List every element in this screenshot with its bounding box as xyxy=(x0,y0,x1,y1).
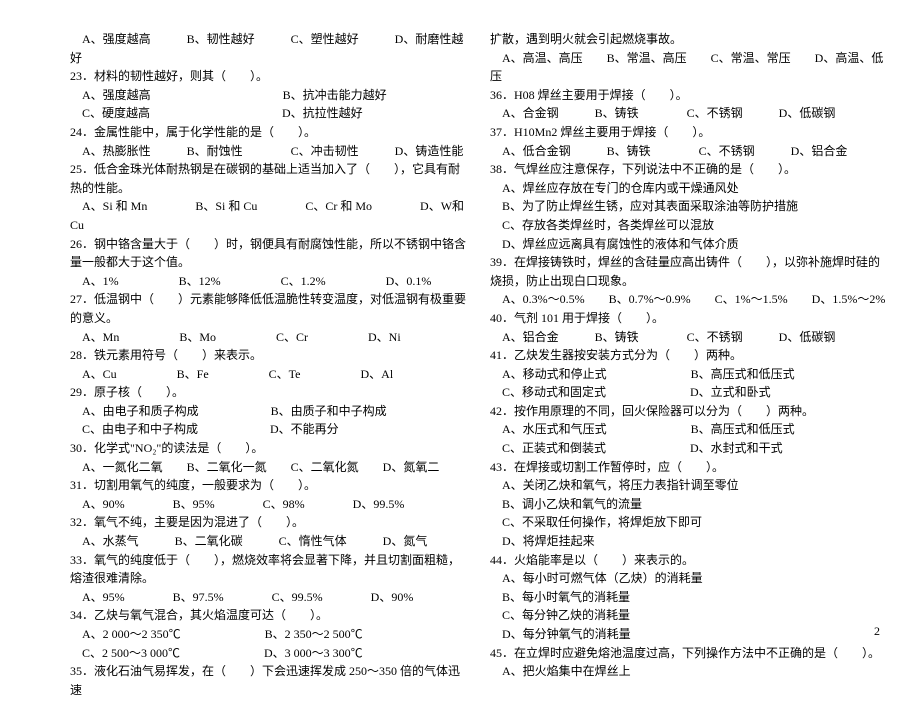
q44: 44．火焰能率是以（ ）来表示的。 xyxy=(490,551,890,570)
q31: 31．切割用氧气的纯度，一般要求为（ ）。 xyxy=(70,476,470,495)
q25-opts: A、Si 和 Mn B、Si 和 Cu C、Cr 和 Mo D、W和 Cu xyxy=(70,197,470,234)
q35-cont: 扩散，遇到明火就会引起燃烧事故。 xyxy=(490,30,890,49)
q41-opts-a: A、移动式和停止式 B、高压式和低压式 xyxy=(490,365,890,384)
q32-opts: A、水蒸气 B、二氧化碳 C、惰性气体 D、氮气 xyxy=(70,532,470,551)
page-number: 2 xyxy=(874,624,880,639)
q38-b: B、为了防止焊丝生锈，应对其表面采取涂油等防护措施 xyxy=(490,197,890,216)
q37-opts: A、低合金钢 B、铸铁 C、不锈钢 D、铝合金 xyxy=(490,142,890,161)
q31-opts: A、90% B、95% C、98% D、99.5% xyxy=(70,495,470,514)
q43-a: A、关闭乙炔和氧气，将压力表指针调至零位 xyxy=(490,476,890,495)
q41: 41．乙炔发生器按安装方式分为（ ）两种。 xyxy=(490,346,890,365)
q38-a: A、焊丝应存放在专门的仓库内或干燥通风处 xyxy=(490,179,890,198)
q37: 37．H10Mn2 焊丝主要用于焊接（ ）。 xyxy=(490,123,890,142)
q42-opts-a: A、水压式和气压式 B、高压式和低压式 xyxy=(490,420,890,439)
q44-d: D、每分钟氧气的消耗量 xyxy=(490,625,890,644)
q35: 35．液化石油气易挥发，在（ ）下会迅速挥发成 250～350 倍的气体迅速 xyxy=(70,662,470,699)
q34-opts-b: C、2 500～3 000℃ D、3 000～3 300℃ xyxy=(70,644,470,663)
left-column: A、强度越高 B、韧性越好 C、塑性越好 D、耐磨性越好 23．材料的韧性越好，… xyxy=(70,30,470,699)
q23-opts-a: A、强度越高 B、抗冲击能力越好 xyxy=(70,86,470,105)
q38-c: C、存放各类焊丝时，各类焊丝可以混放 xyxy=(490,216,890,235)
q26: 26．钢中铬含量大于（ ）时，钢便具有耐腐蚀性能，所以不锈钢中铬含量一般都大于这… xyxy=(70,235,470,272)
q27-opts: A、Mn B、Mo C、Cr D、Ni xyxy=(70,328,470,347)
q22-opts: A、强度越高 B、韧性越好 C、塑性越好 D、耐磨性越好 xyxy=(70,30,470,67)
q33: 33．氧气的纯度低于（ ），燃烧效率将会显著下降，并且切割面粗糙，熔渣很难清除。 xyxy=(70,551,470,588)
q44-c: C、每分钟乙炔的消耗量 xyxy=(490,606,890,625)
q45: 45．在立焊时应避免熔池温度过高，下列操作方法中不正确的是（ ）。 xyxy=(490,644,890,663)
q38-d: D、焊丝应远离具有腐蚀性的液体和气体介质 xyxy=(490,235,890,254)
q28-opts: A、Cu B、Fe C、Te D、Al xyxy=(70,365,470,384)
q42: 42．按作用原理的不同，回火保险器可以分为（ ）两种。 xyxy=(490,402,890,421)
q35-opts: A、高温、高压 B、常温、高压 C、常温、常压 D、高温、低压 xyxy=(490,49,890,86)
q44-b: B、每小时氧气的消耗量 xyxy=(490,588,890,607)
q39-opts: A、0.3%～0.5% B、0.7%～0.9% C、1%～1.5% D、1.5%… xyxy=(490,290,890,309)
q29-opts-a: A、由电子和质子构成 B、由质子和中子构成 xyxy=(70,402,470,421)
right-column: 扩散，遇到明火就会引起燃烧事故。 A、高温、高压 B、常温、高压 C、常温、常压… xyxy=(490,30,890,699)
q33-opts: A、95% B、97.5% C、99.5% D、90% xyxy=(70,588,470,607)
q29-opts-b: C、由电子和中子构成 D、不能再分 xyxy=(70,420,470,439)
q40-opts: A、铝合金 B、铸铁 C、不锈钢 D、低碳钢 xyxy=(490,328,890,347)
q30-opts: A、一氮化二氧 B、二氧化一氮 C、二氧化氮 D、氮氧二 xyxy=(70,458,470,477)
q25: 25．低合金珠光体耐热钢是在碳钢的基础上适当加入了（ ），它具有耐热的性能。 xyxy=(70,160,470,197)
q24: 24．金属性能中，属于化学性能的是（ ）。 xyxy=(70,123,470,142)
q27: 27．低温钢中（ ）元素能够降低低温脆性转变温度，对低温钢有极重要的意义。 xyxy=(70,290,470,327)
q40: 40．气剂 101 用于焊接（ ）。 xyxy=(490,309,890,328)
q29: 29．原子核（ ）。 xyxy=(70,383,470,402)
q30: 30．化学式"NO₂"的读法是（ ）。 xyxy=(70,439,470,458)
q36-opts: A、合金钢 B、铸铁 C、不锈钢 D、低碳钢 xyxy=(490,104,890,123)
q44-a: A、每小时可燃气体（乙炔）的消耗量 xyxy=(490,569,890,588)
q38: 38．气焊丝应注意保存，下列说法中不正确的是（ ）。 xyxy=(490,160,890,179)
q24-opts: A、热膨胀性 B、耐蚀性 C、冲击韧性 D、铸造性能 xyxy=(70,142,470,161)
q39: 39．在焊接铸铁时，焊丝的含硅量应高出铸件（ ），以弥补施焊时硅的烧损，防止出现… xyxy=(490,253,890,290)
q34: 34．乙炔与氧气混合，其火焰温度可达（ ）。 xyxy=(70,606,470,625)
q42-opts-b: C、正装式和倒装式 D、水封式和干式 xyxy=(490,439,890,458)
q32: 32．氧气不纯，主要是因为混进了（ ）。 xyxy=(70,513,470,532)
q41-opts-b: C、移动式和固定式 D、立式和卧式 xyxy=(490,383,890,402)
q45-a: A、把火焰集中在焊丝上 xyxy=(490,662,890,681)
q43-c: C、不采取任何操作，将焊炬放下即可 xyxy=(490,513,890,532)
q36: 36．H08 焊丝主要用于焊接（ ）。 xyxy=(490,86,890,105)
q43: 43．在焊接或切割工作暂停时，应（ ）。 xyxy=(490,458,890,477)
q28: 28．铁元素用符号（ ）来表示。 xyxy=(70,346,470,365)
q43-b: B、调小乙炔和氧气的流量 xyxy=(490,495,890,514)
q23-opts-b: C、硬度越高 D、抗拉性越好 xyxy=(70,104,470,123)
q23: 23．材料的韧性越好，则其（ ）。 xyxy=(70,67,470,86)
q26-opts: A、1% B、12% C、1.2% D、0.1% xyxy=(70,272,470,291)
q43-d: D、将焊炬挂起来 xyxy=(490,532,890,551)
q34-opts-a: A、2 000～2 350℃ B、2 350～2 500℃ xyxy=(70,625,470,644)
